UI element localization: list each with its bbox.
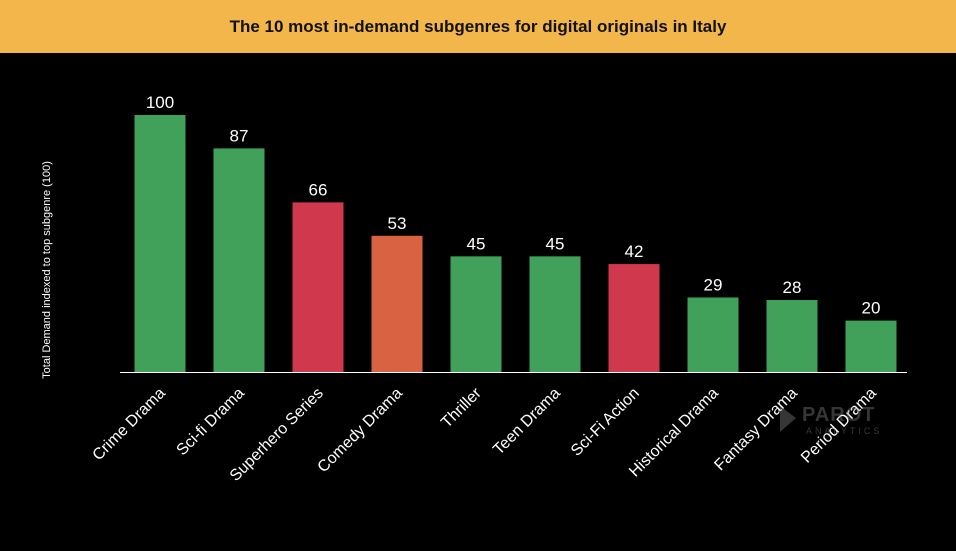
watermark: PAROT ANALYTICS (776, 402, 906, 442)
value-label-5: 45 (546, 234, 565, 253)
category-label-5: Teen Drama (490, 385, 564, 459)
bar-chart: 100 87 66 53 45 45 42 29 28 20 Crime Drama Sci-fi … (41, 93, 907, 485)
category-label-3: Comedy Drama (315, 385, 406, 476)
bar-0 (134, 115, 186, 372)
value-labels-layer: 100 87 66 53 45 45 42 29 28 20 (146, 93, 881, 318)
chart-title: The 10 most in-demand subgenres for digi… (229, 16, 727, 36)
value-label-3: 53 (388, 214, 407, 233)
bar-7 (687, 297, 739, 372)
value-label-4: 45 (467, 234, 486, 253)
bar-6 (608, 264, 660, 372)
value-label-1: 87 (230, 126, 249, 145)
category-label-1: Sci-fi Drama (174, 385, 248, 459)
bar-8 (766, 300, 818, 372)
value-label-8: 28 (783, 278, 802, 297)
bar-9 (845, 320, 897, 372)
value-label-0: 100 (146, 93, 174, 112)
category-label-4: Thriller (438, 384, 485, 431)
chart-title-bar: The 10 most in-demand subgenres for digi… (0, 0, 956, 53)
value-label-2: 66 (309, 180, 328, 199)
bar-3 (371, 235, 423, 372)
bar-5 (529, 256, 581, 372)
watermark-name: PAROT (802, 404, 876, 426)
bar-1 (213, 148, 265, 372)
y-axis-label: Total Demand indexed to top subgenre (10… (41, 161, 53, 379)
bar-4 (450, 256, 502, 372)
parrot-logo-icon (780, 406, 796, 432)
value-label-9: 20 (862, 299, 881, 318)
category-label-6: Sci-Fi Action (568, 385, 643, 460)
watermark-sub: ANALYTICS (806, 426, 883, 436)
bar-2 (292, 202, 344, 372)
category-label-0: Crime Drama (90, 385, 169, 464)
bars-layer (134, 115, 897, 372)
chart-area: 100 87 66 53 45 45 42 29 28 20 Crime Drama Sci-fi … (0, 53, 956, 551)
value-label-6: 42 (625, 242, 644, 261)
value-label-7: 29 (704, 275, 723, 294)
